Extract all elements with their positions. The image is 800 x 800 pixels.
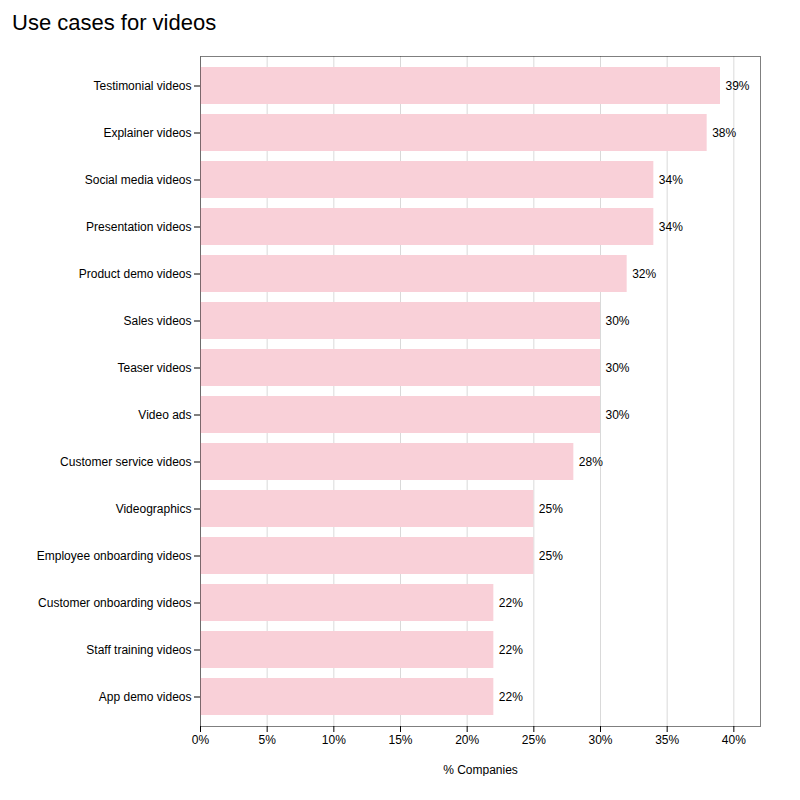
svg-text:Videographics: Videographics [116,502,192,516]
svg-text:Staff training videos: Staff training videos [86,643,191,657]
svg-text:28%: 28% [579,455,603,469]
svg-text:25%: 25% [522,733,546,747]
svg-text:34%: 34% [659,220,683,234]
svg-text:20%: 20% [455,733,479,747]
svg-text:25%: 25% [539,549,563,563]
svg-text:0%: 0% [192,733,210,747]
svg-text:Explainer videos: Explainer videos [103,126,191,140]
svg-text:Product demo videos: Product demo videos [79,267,192,281]
svg-text:34%: 34% [659,173,683,187]
html-text:Use cases for videos: Use cases for videos [12,10,217,35]
svg-text:Teaser videos: Teaser videos [117,361,191,375]
svg-text:Customer service videos: Customer service videos [60,455,191,469]
svg-text:40%: 40% [722,733,746,747]
svg-text:5%: 5% [258,733,276,747]
svg-text:30%: 30% [606,361,630,375]
svg-text:Testimonial videos: Testimonial videos [93,79,191,93]
svg-text:32%: 32% [632,267,656,281]
svg-text:Video ads: Video ads [138,408,191,422]
svg-text:22%: 22% [499,643,523,657]
svg-text:38%: 38% [712,126,736,140]
svg-text:22%: 22% [499,690,523,704]
svg-text:30%: 30% [606,408,630,422]
svg-text:30%: 30% [606,314,630,328]
svg-text:25%: 25% [539,502,563,516]
svg-text:Sales videos: Sales videos [123,314,191,328]
svg-text:10%: 10% [322,733,346,747]
svg-text:15%: 15% [388,733,412,747]
svg-text:Customer onboarding videos: Customer onboarding videos [38,596,191,610]
svg-text:30%: 30% [588,733,612,747]
svg-text:Employee onboarding videos: Employee onboarding videos [37,549,192,563]
svg-text:39%: 39% [726,79,750,93]
svg-text:% Companies: % Companies [443,763,518,777]
svg-text:Social media videos: Social media videos [85,173,192,187]
svg-text:22%: 22% [499,596,523,610]
svg-text:App demo videos: App demo videos [99,690,192,704]
svg-text:Presentation videos: Presentation videos [86,220,191,234]
svg-text:35%: 35% [655,733,679,747]
